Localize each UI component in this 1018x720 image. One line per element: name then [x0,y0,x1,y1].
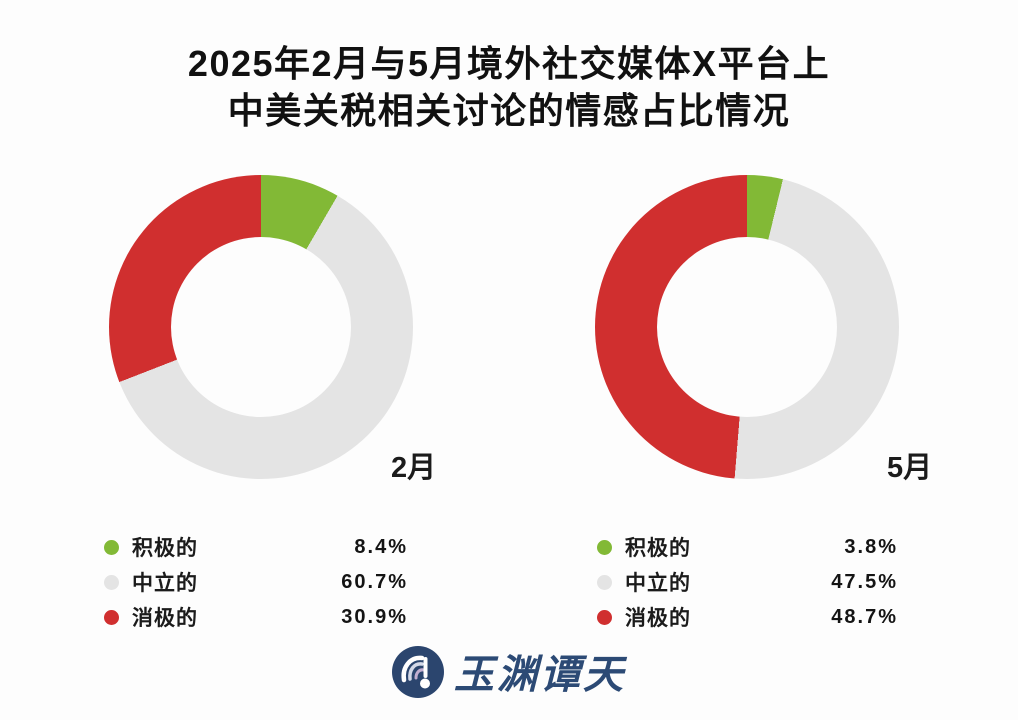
legend-row-negative: 消极的 30.9% [104,604,408,630]
negative-dot-icon [597,609,612,625]
legend-row-neutral: 中立的 60.7% [104,569,408,595]
legend-value-negative: 48.7% [831,605,898,628]
title-line-1: 2025年2月与5月境外社交媒体X平台上 [187,43,831,84]
legend-label-neutral: 中立的 [625,572,691,595]
legend-label-positive: 积极的 [132,537,198,560]
legend-value-positive: 3.8% [844,535,898,558]
legend-row-negative: 消极的 48.7% [597,604,898,630]
legend-row-positive: 积极的 3.8% [597,534,898,560]
donut-chart-february [109,175,413,479]
donut-hole [657,237,837,417]
legend-row-neutral: 中立的 47.5% [597,569,898,595]
legend-value-neutral: 47.5% [831,570,898,593]
legend-row-positive: 积极的 8.4% [104,534,408,560]
title-line-2: 中美关税相关讨论的情感占比情况 [227,90,791,131]
positive-dot-icon [104,539,119,555]
neutral-dot-icon [104,574,119,590]
negative-dot-icon [104,609,119,625]
positive-dot-icon [597,539,612,555]
page-title: 2025年2月与5月境外社交媒体X平台上 中美关税相关讨论的情感占比情况 [0,40,1018,134]
brand-name: 玉渊谭天 [454,650,626,698]
legend-label-negative: 消极的 [132,607,198,630]
donut-chart-may [595,175,899,479]
legend-may: 积极的 3.8% 中立的 47.5% 消极的 48.7% [597,534,898,630]
legend-label-negative: 消极的 [625,607,691,630]
legend-label-neutral: 中立的 [132,572,198,595]
month-label-february: 2月 [391,452,437,484]
legend-value-negative: 30.9% [341,605,408,628]
legend-value-neutral: 60.7% [341,570,408,593]
brand-footer: 玉渊谭天 [392,646,626,703]
yuyuan-tantian-logo-icon [392,646,444,703]
legend-label-positive: 积极的 [625,537,691,560]
month-label-may: 5月 [887,452,933,484]
legend-february: 积极的 8.4% 中立的 60.7% 消极的 30.9% [104,534,408,630]
neutral-dot-icon [597,574,612,590]
legend-value-positive: 8.4% [354,535,408,558]
donut-hole [171,237,351,417]
